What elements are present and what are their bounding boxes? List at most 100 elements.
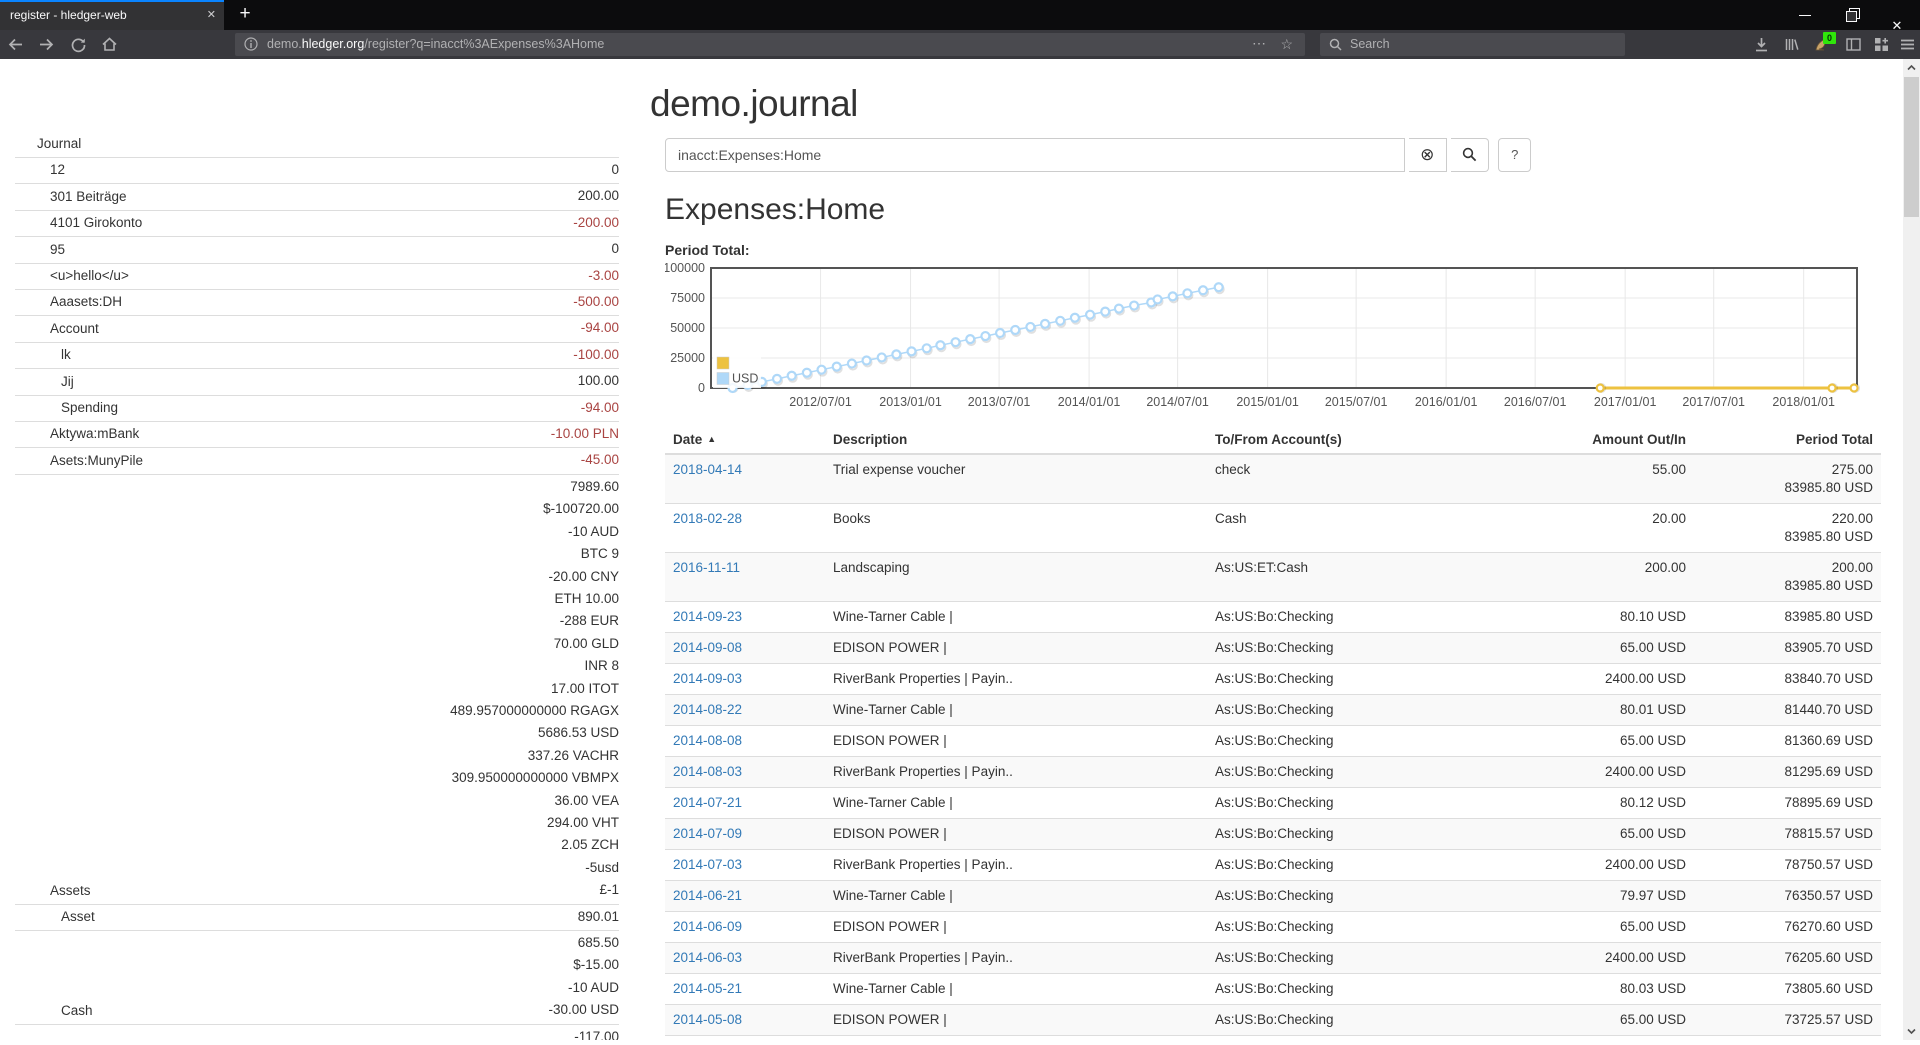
account-name[interactable]: Asets:MunyPile [50,452,144,468]
sidebar-account-row[interactable]: 12 0 [15,158,619,185]
account-name[interactable]: Asset [61,909,95,924]
sidebar-account-row[interactable]: Aktywa:mBank -10.00 PLN [15,422,619,449]
transaction-date-link[interactable]: 2014-06-03 [673,950,743,965]
transaction-date-link[interactable]: 2014-05-21 [673,981,743,996]
scroll-up-icon[interactable] [1903,59,1920,76]
header-description[interactable]: Description [825,427,1207,455]
account-name[interactable]: 4101 Girokonto [50,215,143,231]
account-name[interactable]: 95 [50,241,66,257]
forward-icon[interactable] [38,36,55,53]
query-input[interactable] [665,138,1405,172]
window-close-button[interactable]: ✕ [1891,18,1903,33]
register-row[interactable]: 2014-05-21 Wine-Tarner Cable | As:US:Bo:Ch… [665,973,1881,1005]
register-row[interactable]: 2014-05-08 EDISON POWER | As:US:Bo:Checkin… [665,1004,1881,1036]
register-row[interactable]: 2014-08-22 Wine-Tarner Cable | As:US:Bo:Ch… [665,694,1881,726]
account-name[interactable]: Assets [50,882,91,898]
account-name[interactable]: Aktywa:mBank [50,426,140,442]
register-row[interactable]: 2018-04-14 Trial expense voucher check 55.0… [665,454,1881,504]
register-row[interactable]: 2014-08-08 EDISON POWER | As:US:Bo:Checkin… [665,725,1881,757]
transaction-date-link[interactable]: 2014-08-08 [673,733,743,748]
transaction-date-link[interactable]: 2014-06-09 [673,919,743,934]
site-info-icon[interactable] [244,37,258,54]
account-name[interactable]: 301 Beiträge [50,188,127,204]
account-name[interactable]: Aaasets:DH [50,294,123,310]
register-row[interactable]: 2014-09-03 RiverBank Properties | Payin..… [665,663,1881,695]
sidebar-account-row[interactable]: 301 Beiträge 200.00 [15,184,619,211]
home-icon[interactable] [101,36,118,53]
sidebar-account-row[interactable]: Asset 890.01 [15,905,619,931]
submit-search-button[interactable] [1450,138,1489,172]
browser-search-bar[interactable]: Search [1320,33,1625,56]
sidebar-account-row[interactable]: Aaasets:DH -500.00 [15,290,619,317]
sidebar-account-row[interactable]: <u>hello</u> -3.00 [15,264,619,291]
transaction-date-link[interactable]: 2014-06-21 [673,888,743,903]
menu-hamburger-icon[interactable] [1899,36,1917,54]
header-date[interactable]: Date ▲ [665,427,825,455]
transaction-date-link[interactable]: 2014-09-08 [673,640,743,655]
register-row[interactable]: 2014-09-23 Wine-Tarner Cable | As:US:Bo:Ch… [665,601,1881,633]
sidebar-account-row[interactable]: lk -100.00 [15,343,619,370]
extension-icon[interactable]: 0 [1813,32,1836,54]
back-icon[interactable] [7,36,24,53]
transaction-date-link[interactable]: 2014-09-23 [673,609,743,624]
transaction-date-link[interactable]: 2014-08-03 [673,764,743,779]
sidebar-account-row[interactable]: Asets:MunyPile -45.00 [15,448,619,475]
apps-grid-icon[interactable] [1873,36,1891,54]
account-name[interactable]: <u>hello</u> [50,268,129,284]
account-name[interactable]: Account [50,320,99,336]
new-tab-button[interactable]: + [239,3,251,24]
sidebar-toggle-icon[interactable] [1845,36,1863,54]
register-row[interactable]: 2014-07-21 Wine-Tarner Cable | As:US:Bo:Ch… [665,787,1881,819]
header-account[interactable]: To/From Account(s) [1207,427,1539,455]
register-row[interactable]: 2016-11-11 Landscaping As:US:ET:Cash 200.00… [665,552,1881,602]
sidebar-account-row[interactable]: Assets 7989.60 $-100720.00 -10 AUD BTC 9 -20.… [15,475,619,905]
reload-icon[interactable] [70,36,87,53]
header-amount[interactable]: Amount Out/In [1539,427,1694,455]
account-name[interactable]: Spending [61,400,119,416]
transaction-date-link[interactable]: 2014-05-08 [673,1012,743,1027]
register-row[interactable]: 2014-06-03 RiverBank Properties | Payin..… [665,942,1881,974]
bookmark-star-icon[interactable]: ☆ [1280,36,1293,52]
page-actions-icon[interactable]: ⋯ [1252,35,1267,51]
scroll-down-icon[interactable] [1903,1023,1920,1040]
sidebar-account-row[interactable]: Jij 100.00 [15,369,619,396]
account-name[interactable]: Journal [37,136,82,151]
help-button[interactable]: ? [1498,138,1532,172]
account-name[interactable]: Jij [61,373,74,389]
register-row[interactable]: 2018-02-28 Books Cash 20.00 220.00 83985.80 U… [665,503,1881,553]
register-row[interactable]: 2014-07-09 EDISON POWER | As:US:Bo:Checkin… [665,818,1881,850]
sidebar-account-row[interactable]: Account -94.00 [15,316,619,343]
sidebar-account-row[interactable]: -117.00 [15,1025,619,1040]
header-total[interactable]: Period Total [1694,427,1881,455]
transaction-date-link[interactable]: 2014-07-21 [673,795,743,810]
sidebar-account-row[interactable]: 4101 Girokonto -200.00 [15,211,619,238]
library-icon[interactable] [1783,36,1801,54]
register-row[interactable]: 2014-06-21 Wine-Tarner Cable | As:US:Bo:Ch… [665,880,1881,912]
sidebar-account-row[interactable]: 95 0 [15,237,619,264]
transaction-date-link[interactable]: 2014-09-03 [673,671,743,686]
sidebar-account-row[interactable]: Journal [15,132,619,158]
transaction-date-link[interactable]: 2018-02-28 [673,511,743,526]
account-name[interactable]: lk [61,347,71,363]
tab-close-icon[interactable]: ✕ [206,9,216,21]
transaction-date-link[interactable]: 2018-04-14 [673,462,743,477]
scrollbar-thumb[interactable] [1904,77,1919,217]
register-row[interactable]: 2014-07-03 RiverBank Properties | Payin..… [665,849,1881,881]
transaction-date-link[interactable]: 2014-08-22 [673,702,743,717]
url-bar[interactable]: demo.hledger.org/register?q=inacct%3AExp… [235,33,1305,56]
account-name[interactable]: 12 [50,162,66,178]
sidebar-account-row[interactable]: Cash 685.50 $-15.00 -10 AUD -30.00 USD [15,931,619,1025]
browser-tab[interactable]: register - hledger-web ✕ [0,0,224,30]
transaction-date-link[interactable]: 2014-07-09 [673,826,743,841]
sidebar-account-row[interactable]: Spending -94.00 [15,396,619,423]
transaction-date-link[interactable]: 2014-07-03 [673,857,743,872]
transaction-date-link[interactable]: 2016-11-11 [673,560,741,575]
window-minimize-button[interactable] [1782,0,1828,30]
register-row[interactable]: 2014-06-09 EDISON POWER | As:US:Bo:Checkin… [665,911,1881,943]
register-row[interactable]: 2014-09-08 EDISON POWER | As:US:Bo:Checkin… [665,632,1881,664]
page-scrollbar[interactable] [1903,59,1920,1040]
clear-query-button[interactable]: ⊗ [1408,138,1447,172]
account-name[interactable]: Cash [61,1002,93,1018]
downloads-icon[interactable] [1753,36,1771,54]
register-row[interactable]: 2014-08-03 RiverBank Properties | Payin..… [665,756,1881,788]
